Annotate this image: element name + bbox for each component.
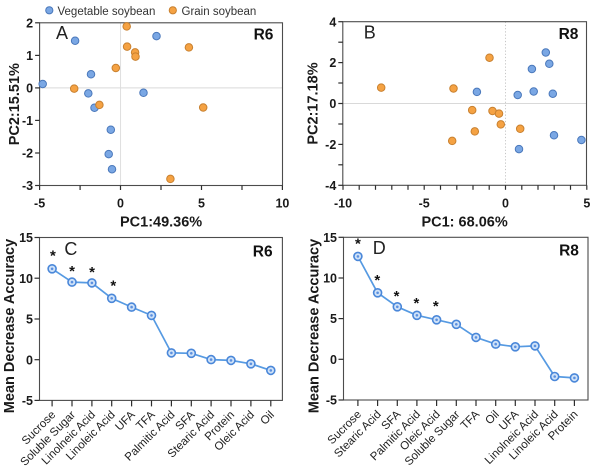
svg-text:-4: -4 — [325, 179, 336, 193]
svg-text:*: * — [110, 277, 116, 294]
svg-text:5: 5 — [26, 313, 33, 327]
svg-text:-1: -1 — [22, 114, 33, 128]
svg-text:Mean Decrease Accuracy: Mean Decrease Accuracy — [307, 239, 323, 413]
svg-text:R6: R6 — [254, 27, 274, 44]
svg-text:0: 0 — [26, 82, 33, 96]
svg-text:5: 5 — [198, 197, 205, 211]
svg-text:10: 10 — [19, 272, 33, 286]
svg-text:0: 0 — [502, 197, 509, 211]
svg-text:1: 1 — [26, 49, 33, 63]
svg-text:-3: -3 — [22, 179, 33, 193]
svg-text:-5: -5 — [22, 394, 33, 408]
svg-text:*: * — [394, 288, 400, 305]
svg-text:0: 0 — [329, 97, 336, 111]
svg-text:Grain soybean: Grain soybean — [182, 6, 257, 18]
svg-text:5: 5 — [330, 312, 337, 326]
svg-text:-5: -5 — [419, 197, 430, 211]
svg-text:Mean Decrease Accuracy: Mean Decrease Accuracy — [2, 239, 18, 413]
svg-text:*: * — [413, 295, 419, 312]
svg-text:0: 0 — [26, 353, 33, 367]
svg-text:*: * — [69, 263, 75, 280]
svg-text:0: 0 — [117, 197, 124, 211]
svg-text:*: * — [374, 272, 380, 289]
svg-text:10: 10 — [323, 272, 337, 286]
svg-text:*: * — [355, 236, 361, 253]
svg-text:D: D — [373, 238, 386, 258]
svg-text:R8: R8 — [559, 242, 579, 259]
svg-text:15: 15 — [19, 231, 33, 245]
svg-text:2: 2 — [26, 16, 33, 30]
svg-text:R8: R8 — [559, 26, 579, 43]
svg-text:-10: -10 — [334, 197, 352, 211]
svg-text:-5: -5 — [34, 197, 45, 211]
svg-text:*: * — [50, 247, 56, 264]
svg-text:PC2:15.51%: PC2:15.51% — [7, 63, 23, 145]
svg-text:R6: R6 — [253, 243, 273, 260]
svg-text:0: 0 — [330, 353, 337, 367]
svg-text:*: * — [433, 298, 439, 315]
svg-text:-2: -2 — [22, 147, 33, 161]
svg-text:PC2:17.18%: PC2:17.18% — [306, 62, 322, 144]
svg-text:4: 4 — [329, 15, 336, 29]
svg-text:*: * — [89, 264, 95, 281]
svg-text:PC1: 68.06%: PC1: 68.06% — [421, 215, 507, 231]
svg-text:5: 5 — [583, 197, 590, 211]
svg-text:C: C — [64, 239, 77, 259]
svg-text:2: 2 — [329, 56, 336, 70]
svg-text:10: 10 — [275, 197, 289, 211]
svg-text:Vegetable soybean: Vegetable soybean — [58, 6, 156, 18]
svg-text:15: 15 — [323, 231, 337, 245]
svg-text:A: A — [56, 23, 68, 43]
svg-text:-5: -5 — [326, 394, 337, 408]
svg-text:-2: -2 — [325, 138, 336, 152]
svg-text:PC1:49.36%: PC1:49.36% — [120, 215, 202, 231]
svg-text:B: B — [364, 23, 376, 43]
